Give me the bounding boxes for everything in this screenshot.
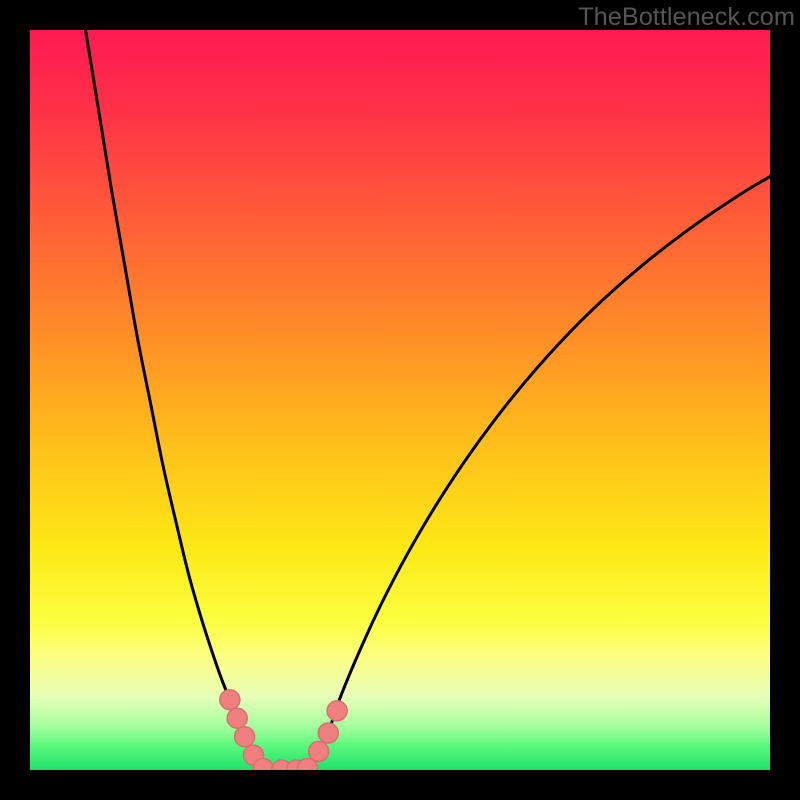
curves-layer <box>30 30 770 770</box>
marker-point <box>327 701 347 721</box>
chart-container: TheBottleneck.com <box>0 0 800 800</box>
marker-point <box>235 727 255 747</box>
marker-point <box>318 723 338 743</box>
plot-area <box>30 30 770 770</box>
marker-point <box>220 690 240 710</box>
watermark-label: TheBottleneck.com <box>578 3 795 32</box>
marker-point <box>227 708 247 728</box>
left-curve <box>86 30 298 770</box>
right-curve <box>298 177 770 770</box>
marker-point <box>309 742 329 762</box>
